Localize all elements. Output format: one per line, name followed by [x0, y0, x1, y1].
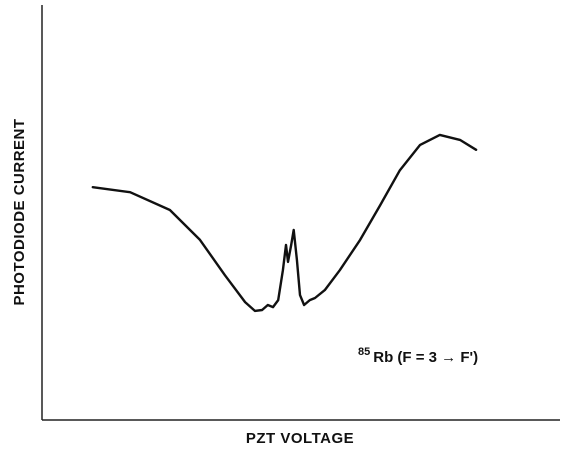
annotation-superscript: 85 — [358, 346, 370, 358]
annotation-text: Rb (F = 3 → F') — [373, 349, 478, 366]
y-axis-label: PHOTODIODE CURRENT — [11, 118, 28, 305]
annotation: 85 Rb (F = 3 → F') — [358, 346, 478, 366]
curve — [91, 133, 478, 313]
x-axis-label: PZT VOLTAGE — [246, 430, 354, 447]
